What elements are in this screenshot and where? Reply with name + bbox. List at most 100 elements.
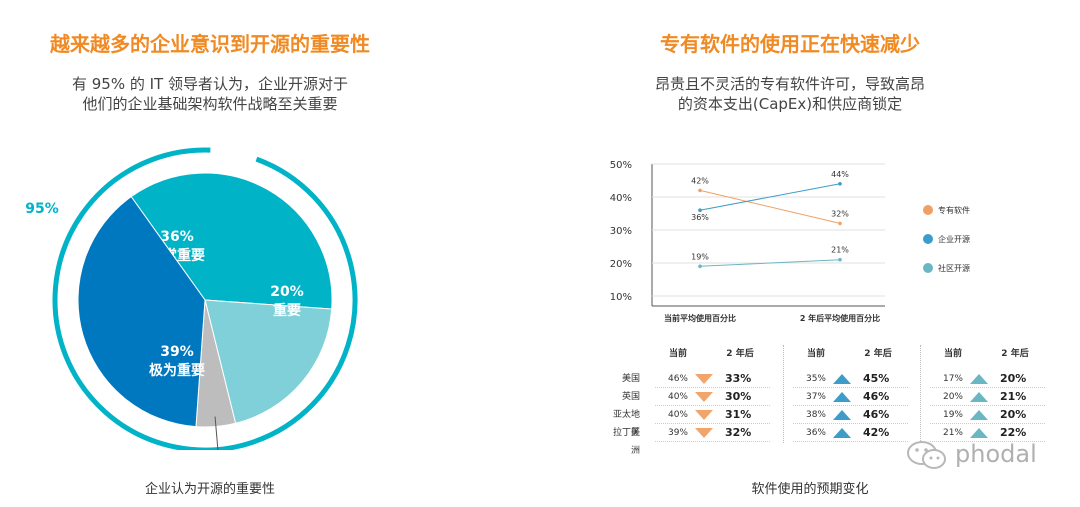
left-subtitle-line1: 有 95% 的 IT 领导者认为，企业开源对于 (71, 75, 348, 93)
pie-slice-2 (204, 299, 333, 424)
legend-marker (923, 205, 933, 215)
data-label: 19% (691, 252, 709, 261)
row-separator (930, 441, 1045, 442)
y-tick-label: 10% (610, 292, 632, 303)
row-separator (655, 441, 770, 442)
arrow-up-icon (970, 410, 988, 420)
value-later: 42% (863, 426, 890, 439)
region-label: 英国 (621, 392, 640, 402)
arrow-down-icon (695, 392, 713, 402)
value-now: 17% (942, 374, 963, 384)
data-label: 36% (691, 213, 709, 222)
legend-label: 企业开源 (938, 234, 970, 244)
header-later: 2 年后 (864, 349, 892, 359)
value-later: 30% (725, 390, 752, 403)
chat-bubble-icon (907, 441, 946, 469)
value-later: 33% (725, 372, 752, 385)
watermark-text: phodal (955, 440, 1037, 468)
watermark: phodal (905, 438, 1055, 472)
data-point (698, 188, 702, 193)
pie-leader-line (214, 416, 219, 450)
value-later: 45% (863, 372, 890, 385)
pie-slice-value-label: 20% (270, 284, 304, 300)
arrow-down-icon (695, 428, 713, 438)
data-label: 42% (691, 176, 709, 185)
left-subtitle-line2: 他们的企业基础架构软件战略至关重要 (82, 95, 338, 113)
data-point (698, 264, 702, 269)
row-separator (655, 405, 770, 406)
arrow-up-icon (833, 410, 851, 420)
data-point (698, 208, 702, 212)
row-separator (930, 405, 1045, 406)
right-subtitle-line2: 的资本支出(CapEx)和供应商锁定 (677, 95, 903, 113)
arrow-up-icon (833, 392, 851, 402)
value-now: 39% (667, 428, 688, 438)
legend-marker (923, 263, 933, 273)
right-subtitle-line1: 昂贵且不灵活的专有软件许可，导致高昂 (654, 75, 925, 93)
header-later: 2 年后 (1001, 349, 1029, 359)
right-title: 专有软件的使用正在快速减少 (660, 32, 920, 56)
software-usage-line-chart: 50% 40% 30% 20% 10% 当前平均使用百分比 2 年后平均使用百分比 42% 32… (610, 160, 970, 323)
pie-slice-4 (77, 195, 206, 428)
data-point (838, 257, 842, 262)
value-later: 22% (1000, 426, 1027, 439)
outer-ring-arc (52, 147, 358, 450)
value-later: 20% (1000, 408, 1027, 421)
arrow-down-icon (695, 410, 713, 420)
data-point (838, 221, 842, 226)
legend-label: 专有软件 (938, 205, 970, 215)
header-now: 当前 (943, 349, 962, 359)
x-tick-label: 当前平均使用百分比 (664, 313, 736, 323)
value-now: 36% (805, 428, 826, 438)
value-now: 38% (805, 410, 826, 420)
header-now: 当前 (806, 349, 825, 359)
y-tick-label: 20% (610, 259, 632, 270)
value-now: 19% (942, 410, 963, 420)
value-now: 21% (942, 428, 963, 438)
value-later: 31% (725, 408, 752, 421)
value-later: 46% (863, 390, 890, 403)
series-line (699, 183, 841, 211)
region-label: 拉丁美洲 (612, 428, 640, 456)
arrow-down-icon (695, 374, 713, 384)
arrow-up-icon (833, 428, 851, 438)
value-now: 40% (667, 410, 688, 420)
pie-slice-value-label: 36% (160, 229, 194, 245)
row-separator (793, 405, 908, 406)
row-separator (655, 423, 770, 424)
value-now: 35% (805, 374, 826, 384)
row-separator (793, 387, 908, 388)
value-now: 40% (667, 392, 688, 402)
data-label: 44% (831, 170, 849, 179)
right-caption: 软件使用的预期变化 (751, 482, 869, 497)
series-line (699, 189, 841, 224)
data-point (838, 182, 842, 186)
pie-slice-name-label: 重要 (273, 302, 301, 319)
group-divider (920, 345, 921, 443)
legend-marker (923, 234, 933, 244)
region-label: 美国 (621, 374, 640, 384)
header-now: 当前 (668, 349, 687, 359)
usage-change-table: 美国英国亚太地区 拉丁美洲 当前 2 年后 46% 33% 40% 30% 40% 31% 39% 3… (610, 345, 1045, 456)
value-later: 32% (725, 426, 752, 439)
value-later: 46% (863, 408, 890, 421)
pie-slice-value-label: 39% (160, 344, 194, 360)
row-separator (930, 387, 1045, 388)
y-tick-label: 30% (610, 226, 632, 237)
series-line (699, 259, 841, 267)
value-later: 20% (1000, 372, 1027, 385)
outer-ring-label: 95% (25, 201, 59, 217)
group-divider (783, 345, 784, 443)
data-label: 32% (831, 209, 849, 218)
left-title: 越来越多的企业意识到开源的重要性 (50, 32, 370, 56)
arrow-up-icon (833, 374, 851, 384)
y-tick-label: 50% (610, 160, 632, 171)
region-label: 亚太地区 (612, 410, 640, 438)
header-later: 2 年后 (726, 349, 754, 359)
row-separator (793, 423, 908, 424)
row-separator (655, 387, 770, 388)
arrow-up-icon (970, 392, 988, 402)
pie-slice-name-label: 极为重要 (149, 362, 205, 379)
value-later: 21% (1000, 390, 1027, 403)
